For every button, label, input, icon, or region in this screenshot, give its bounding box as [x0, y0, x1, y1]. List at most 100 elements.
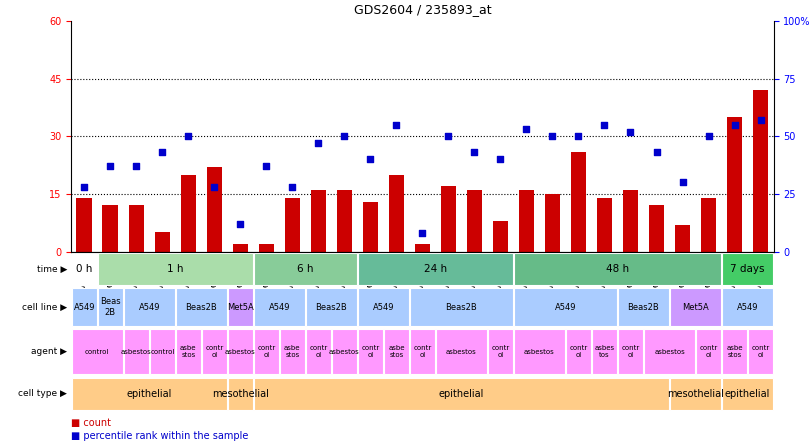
Bar — [649, 206, 664, 252]
FancyBboxPatch shape — [305, 329, 331, 374]
Bar — [415, 244, 430, 252]
Bar — [207, 167, 222, 252]
FancyBboxPatch shape — [670, 378, 721, 410]
Text: time ▶: time ▶ — [36, 265, 67, 274]
Text: mesothelial: mesothelial — [667, 389, 724, 399]
Text: GDS2604 / 235893_at: GDS2604 / 235893_at — [354, 3, 491, 16]
Point — [676, 179, 689, 186]
Bar — [571, 152, 586, 252]
Text: 1 h: 1 h — [167, 264, 184, 274]
Text: asbe
stos: asbe stos — [180, 345, 197, 358]
Text: contr
ol: contr ol — [258, 345, 275, 358]
Bar — [441, 186, 456, 252]
Text: asbe
stos: asbe stos — [727, 345, 743, 358]
Text: asbestos: asbestos — [446, 349, 477, 355]
Text: contr
ol: contr ol — [752, 345, 770, 358]
Point — [728, 121, 741, 128]
Bar — [701, 198, 716, 252]
FancyBboxPatch shape — [410, 288, 514, 326]
Text: asbe
stos: asbe stos — [284, 345, 301, 358]
Text: asbe
stos: asbe stos — [388, 345, 405, 358]
FancyBboxPatch shape — [358, 253, 514, 285]
Text: epithelial: epithelial — [725, 389, 770, 399]
FancyBboxPatch shape — [254, 378, 669, 410]
Point — [234, 220, 247, 227]
Point — [702, 133, 715, 140]
FancyBboxPatch shape — [202, 329, 227, 374]
FancyBboxPatch shape — [670, 288, 721, 326]
Point — [181, 133, 194, 140]
FancyBboxPatch shape — [644, 329, 695, 374]
Text: mesothelial: mesothelial — [212, 389, 269, 399]
Text: control: control — [150, 349, 174, 355]
Text: asbestos: asbestos — [524, 349, 555, 355]
FancyBboxPatch shape — [228, 378, 253, 410]
Bar — [155, 232, 170, 252]
Bar — [232, 244, 248, 252]
Text: asbes
tos: asbes tos — [595, 345, 615, 358]
FancyBboxPatch shape — [358, 288, 409, 326]
Text: contr
ol: contr ol — [361, 345, 380, 358]
FancyBboxPatch shape — [71, 378, 227, 410]
Bar — [363, 202, 378, 252]
Text: Beas2B: Beas2B — [446, 302, 477, 312]
Point — [208, 183, 221, 190]
Point — [416, 230, 429, 237]
Text: asbestos: asbestos — [329, 349, 360, 355]
Text: 0 h: 0 h — [76, 264, 92, 274]
Text: A549: A549 — [139, 302, 160, 312]
Text: Beas2B: Beas2B — [316, 302, 347, 312]
Text: contr
ol: contr ol — [413, 345, 432, 358]
Point — [442, 133, 455, 140]
Point — [364, 156, 377, 163]
Text: A549: A549 — [269, 302, 290, 312]
FancyBboxPatch shape — [592, 329, 617, 374]
FancyBboxPatch shape — [150, 329, 175, 374]
Text: agent ▶: agent ▶ — [32, 348, 67, 357]
Point — [754, 117, 767, 124]
Point — [130, 163, 143, 170]
Bar — [284, 198, 301, 252]
Text: contr
ol: contr ol — [309, 345, 327, 358]
FancyBboxPatch shape — [124, 288, 175, 326]
Text: 7 days: 7 days — [731, 264, 765, 274]
Text: contr
ol: contr ol — [699, 345, 718, 358]
Text: asbestos: asbestos — [225, 349, 256, 355]
Bar — [337, 190, 352, 252]
Text: contr
ol: contr ol — [569, 345, 587, 358]
Text: A549: A549 — [555, 302, 576, 312]
Text: contr
ol: contr ol — [205, 345, 224, 358]
FancyBboxPatch shape — [514, 329, 565, 374]
Point — [390, 121, 403, 128]
Bar — [467, 190, 482, 252]
Text: A549: A549 — [74, 302, 95, 312]
Point — [156, 149, 168, 156]
FancyBboxPatch shape — [696, 329, 721, 374]
FancyBboxPatch shape — [722, 253, 774, 285]
Text: control: control — [85, 349, 109, 355]
FancyBboxPatch shape — [514, 253, 721, 285]
Bar — [675, 225, 690, 252]
FancyBboxPatch shape — [254, 288, 305, 326]
Point — [468, 149, 481, 156]
Text: 6 h: 6 h — [297, 264, 313, 274]
Text: A549: A549 — [737, 302, 758, 312]
Text: Met5A: Met5A — [682, 302, 709, 312]
FancyBboxPatch shape — [228, 288, 253, 326]
FancyBboxPatch shape — [565, 329, 591, 374]
FancyBboxPatch shape — [176, 329, 201, 374]
Bar — [129, 206, 144, 252]
Text: 24 h: 24 h — [424, 264, 447, 274]
Bar — [623, 190, 638, 252]
FancyBboxPatch shape — [71, 329, 123, 374]
Bar — [727, 117, 742, 252]
Text: Beas2B: Beas2B — [185, 302, 217, 312]
Point — [624, 128, 637, 135]
FancyBboxPatch shape — [488, 329, 514, 374]
FancyBboxPatch shape — [748, 329, 774, 374]
Point — [104, 163, 117, 170]
Point — [598, 121, 611, 128]
Text: cell type ▶: cell type ▶ — [19, 389, 67, 398]
Point — [78, 183, 91, 190]
FancyBboxPatch shape — [358, 329, 383, 374]
